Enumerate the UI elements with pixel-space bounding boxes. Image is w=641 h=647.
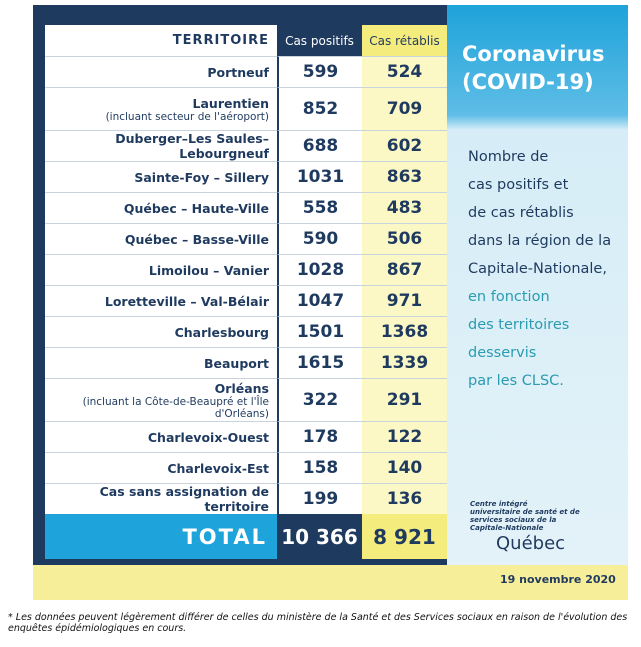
territory-name: Cas sans assignation de territoire [99, 484, 269, 514]
panel-line: cas positifs et [468, 177, 569, 193]
territory-cell: Portneuf [45, 56, 277, 87]
recovered-cell: 709 [362, 87, 447, 130]
territory-cell: Charlevoix-Est [45, 452, 277, 483]
territory-name: Limoilou – Vanier [148, 262, 269, 278]
panel-title: Coronavirus (COVID-19) [462, 42, 605, 94]
recovered-cell: 136 [362, 483, 447, 514]
panel-line: Nombre de [468, 149, 549, 165]
footnote: * Les données peuvent légèrement différe… [8, 612, 628, 634]
territory-name: Sainte-Foy – Sillery [134, 169, 269, 185]
recovered-cell: 483 [362, 192, 447, 223]
positive-cell: 688 [277, 130, 362, 161]
territory-cell: Orléans (incluant la Côte-de-Beaupré et l… [45, 378, 277, 421]
recovered-cell: 971 [362, 285, 447, 316]
brand: Québec [496, 533, 566, 554]
territory-name: Loretteville – Val-Bélair [104, 293, 269, 309]
territory-name: Québec – Haute-Ville [123, 200, 269, 216]
positive-cell: 599 [277, 56, 362, 87]
territory-note: (incluant secteur de l'aéroport) [105, 110, 269, 123]
total-positive: 10 366 [277, 514, 362, 559]
territory-cell: Cas sans assignation de territoire [45, 483, 277, 514]
territory-name: Laurentien [192, 95, 269, 111]
territory-name: Orléans [214, 380, 269, 396]
territory-name: Portneuf [207, 64, 269, 80]
recovered-cell: 140 [362, 452, 447, 483]
recovered-cell: 1339 [362, 347, 447, 378]
recovered-cell: 1368 [362, 316, 447, 347]
territory-cell: Sainte-Foy – Sillery [45, 161, 277, 192]
positive-cell: 852 [277, 87, 362, 130]
side-panel [447, 5, 628, 565]
recovered-cell: 291 [362, 378, 447, 421]
positive-cell: 1615 [277, 347, 362, 378]
recovered-cell: 863 [362, 161, 447, 192]
recovered-cell: 122 [362, 421, 447, 452]
total-recovered: 8 921 [362, 514, 447, 559]
territory-name: Charlevoix-Ouest [147, 429, 269, 445]
territory-cell: Loretteville – Val-Bélair [45, 285, 277, 316]
panel-line: desservis [468, 345, 537, 361]
territory-cell: Charlevoix-Ouest [45, 421, 277, 452]
panel-text: Nombre de cas positifs et de cas rétablis d… [468, 143, 626, 395]
recovered-cell: 602 [362, 130, 447, 161]
territory-cell: Québec – Haute-Ville [45, 192, 277, 223]
territory-name: Québec – Basse-Ville [124, 231, 269, 247]
positive-cell: 178 [277, 421, 362, 452]
panel-line: dans la région de la [468, 233, 612, 249]
territory-cell: Beauport [45, 347, 277, 378]
territory-note: (incluant la Côte-de-Beaupré et l'Île d'… [82, 395, 269, 420]
territory-name: Charlesbourg [174, 324, 269, 340]
recovered-cell: 506 [362, 223, 447, 254]
recovered-cell: 867 [362, 254, 447, 285]
date: 19 novembre 2020 [500, 573, 616, 586]
territory-cell: Duberger–Les Saules–Lebourgneuf [45, 130, 277, 161]
positive-cell: 1501 [277, 316, 362, 347]
total-label: TOTAL [45, 514, 277, 559]
panel-line: de cas rétablis [468, 205, 574, 221]
positive-cell: 1028 [277, 254, 362, 285]
positive-cell: 158 [277, 452, 362, 483]
positive-cell: 1047 [277, 285, 362, 316]
panel-line: par les CLSC. [468, 373, 564, 389]
territory-name: Beauport [203, 355, 269, 371]
header-recovered: Cas rétablis [362, 25, 447, 56]
territory-cell: Charlesbourg [45, 316, 277, 347]
positive-cell: 558 [277, 192, 362, 223]
panel-line: des territoires [468, 317, 570, 333]
header-positive: Cas positifs [277, 25, 362, 56]
positive-cell: 1031 [277, 161, 362, 192]
positive-cell: 322 [277, 378, 362, 421]
bottom-strip [33, 565, 628, 600]
panel-line: en fonction [468, 289, 550, 305]
org-name: Centre intégré universitaire de santé et… [470, 500, 580, 532]
panel-line: Capitale-Nationale, [468, 261, 607, 277]
territory-cell: Limoilou – Vanier [45, 254, 277, 285]
positive-cell: 590 [277, 223, 362, 254]
territory-name: Duberger–Les Saules–Lebourgneuf [115, 131, 269, 161]
recovered-cell: 524 [362, 56, 447, 87]
positive-cell: 199 [277, 483, 362, 514]
header-territory: TERRITOIRE [45, 25, 277, 56]
territory-name: Charlevoix-Est [167, 460, 269, 476]
territory-cell: Laurentien (incluant secteur de l'aéropor… [45, 87, 277, 130]
territory-cell: Québec – Basse-Ville [45, 223, 277, 254]
